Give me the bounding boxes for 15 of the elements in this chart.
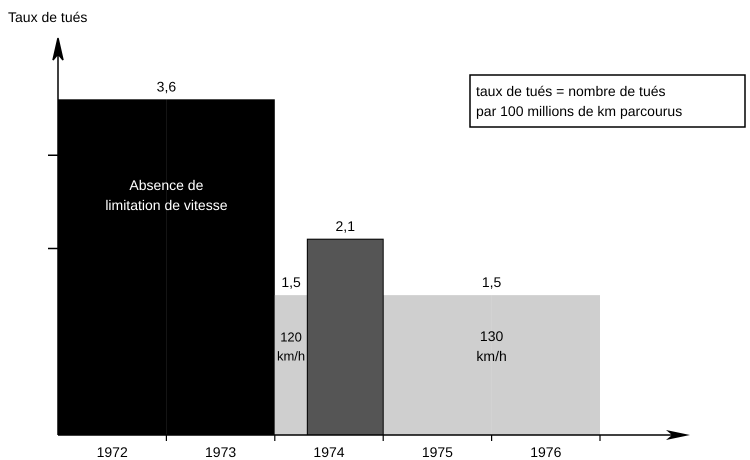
x-tick-label: 1976: [530, 444, 562, 460]
x-tick-label: 1972: [96, 444, 128, 460]
data-label: 1,5: [482, 274, 502, 290]
annotation: 120 km/h: [276, 330, 306, 364]
y-axis-title: Taux de tués: [8, 9, 88, 25]
data-label: 1,5: [281, 274, 301, 290]
x-tick-label: 1974: [313, 444, 345, 460]
annotation: 130 km/h: [476, 328, 507, 364]
x-tick-label: 1973: [205, 444, 236, 460]
x-tick-label: 1975: [422, 444, 454, 460]
data-label: 2,1: [336, 218, 356, 234]
note-box: taux de tués = nombre de tués par 100 millions de km parcourus: [469, 74, 746, 128]
annotation: Absence de limitation de vitesse: [105, 177, 228, 214]
annotation: taux de tués = nombre de tués par 100 millions de km parcourus: [476, 83, 682, 119]
data-label: 3,6: [156, 78, 176, 94]
